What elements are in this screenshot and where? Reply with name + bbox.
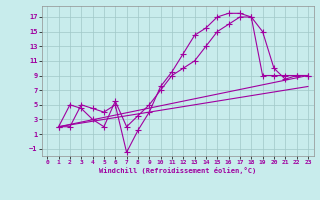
X-axis label: Windchill (Refroidissement éolien,°C): Windchill (Refroidissement éolien,°C): [99, 167, 256, 174]
